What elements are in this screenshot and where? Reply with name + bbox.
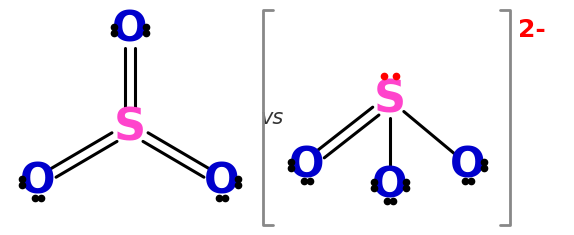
Text: O: O xyxy=(204,161,240,203)
Text: 2-: 2- xyxy=(518,18,546,42)
Text: S: S xyxy=(114,106,146,149)
Text: O: O xyxy=(289,144,325,186)
Text: O: O xyxy=(373,164,408,206)
Text: O: O xyxy=(20,161,56,203)
Text: O: O xyxy=(113,9,148,51)
Text: vs: vs xyxy=(261,108,284,128)
Text: O: O xyxy=(450,144,486,186)
Text: S: S xyxy=(374,78,406,121)
